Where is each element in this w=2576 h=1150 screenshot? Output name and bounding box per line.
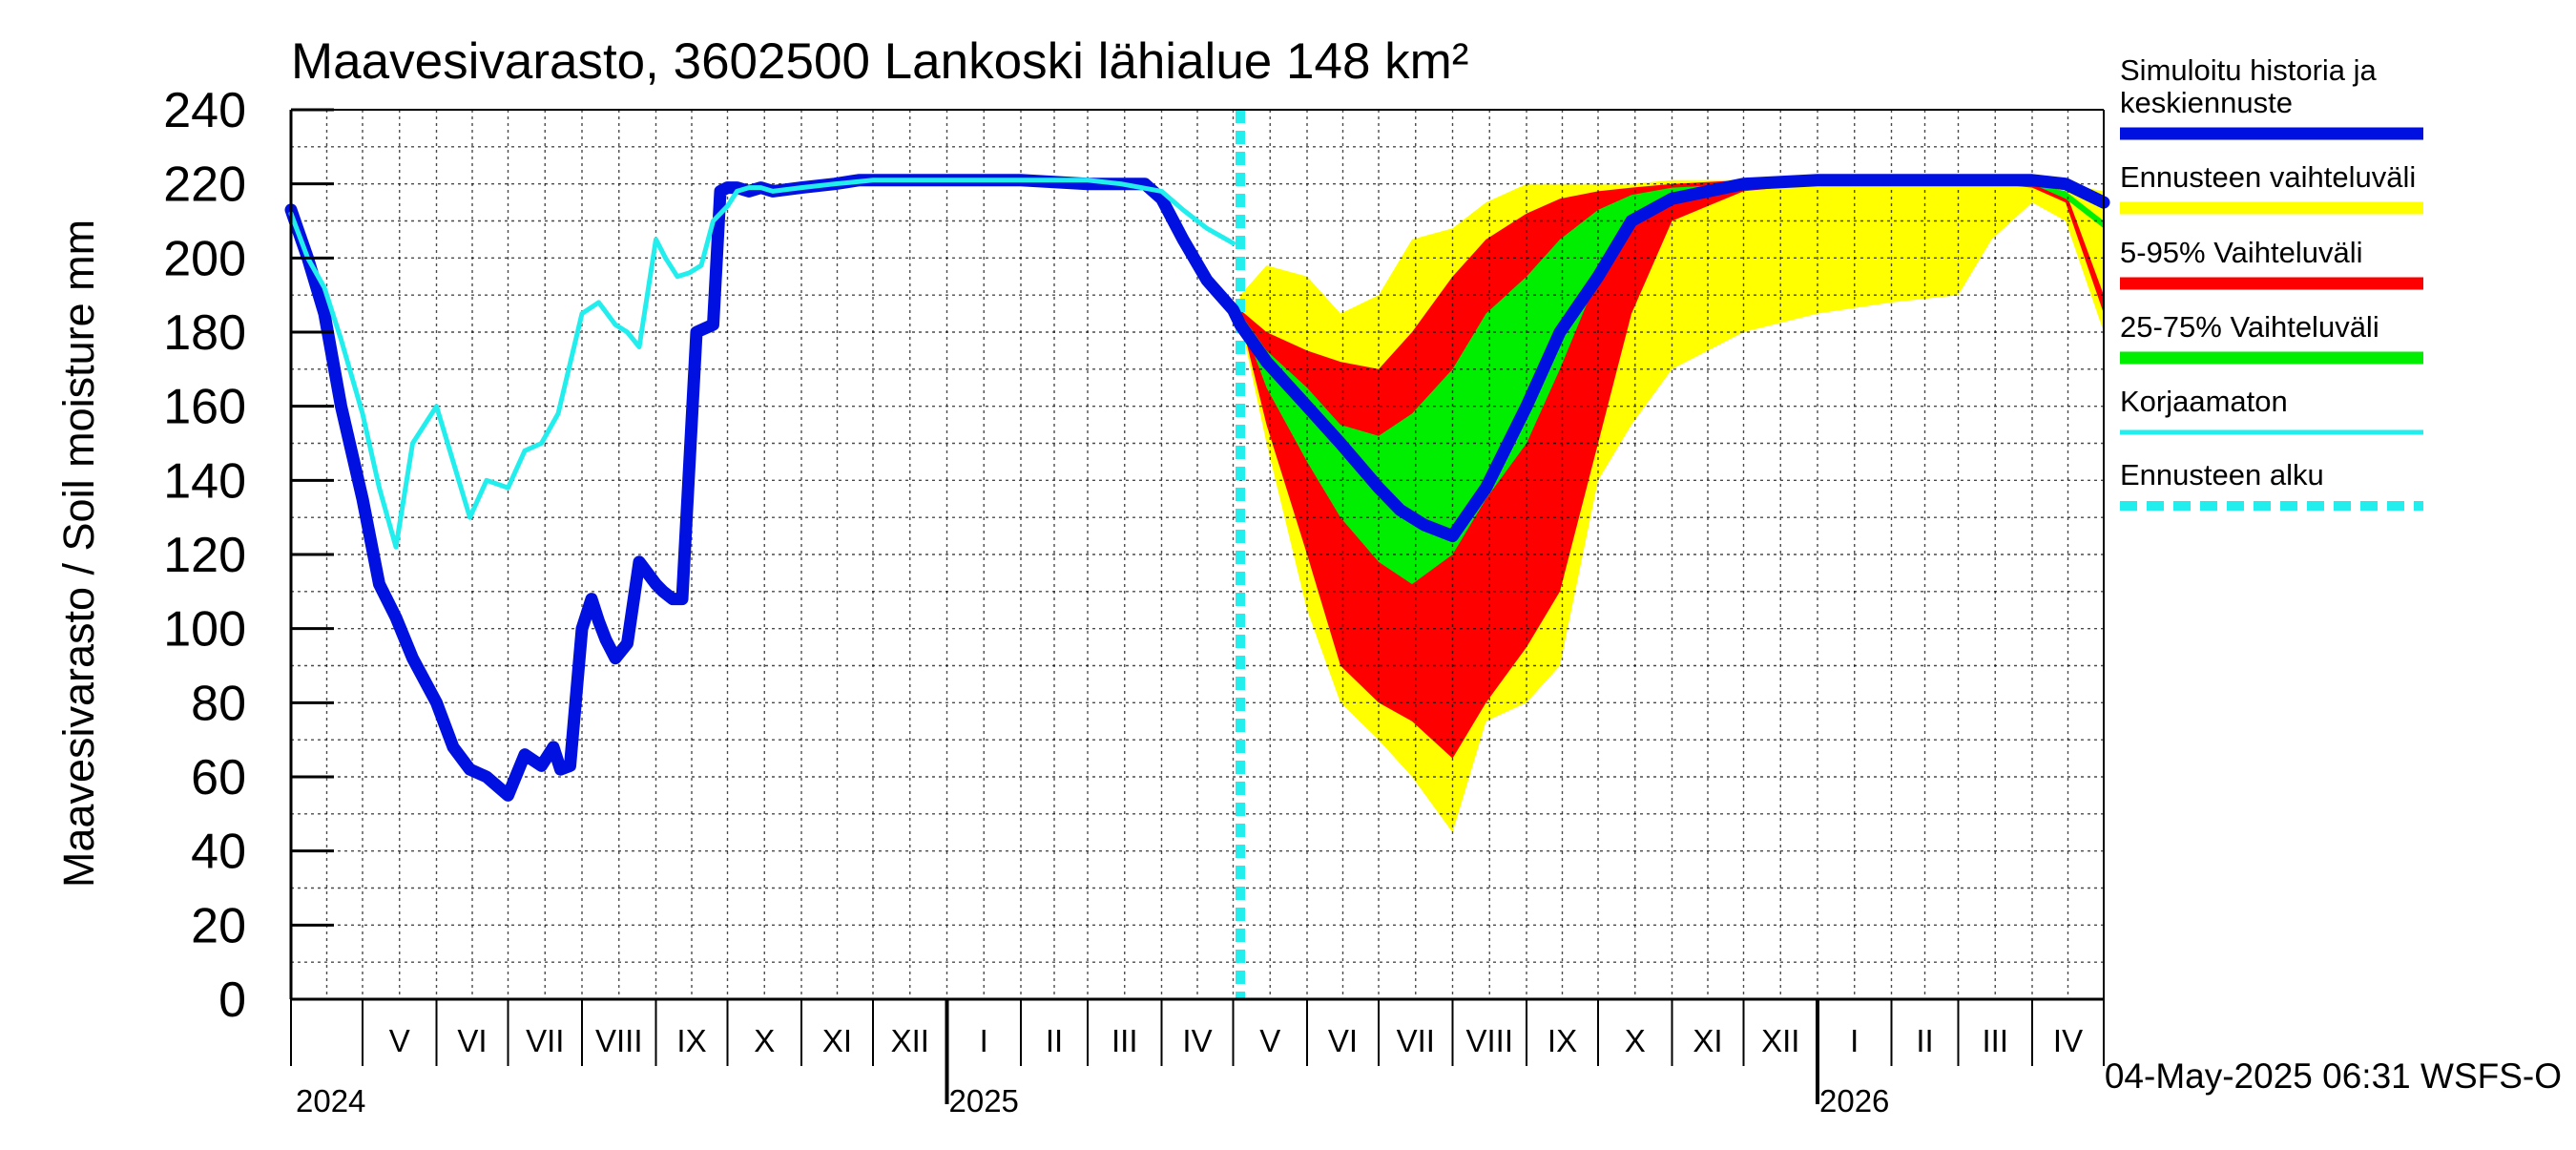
month-label: XII (891, 1023, 929, 1058)
legend-label: Simuloitu historia ja (2120, 53, 2378, 87)
uncorrected-line (288, 178, 1236, 550)
month-label: III (1111, 1023, 1138, 1058)
year-label: 2025 (949, 1083, 1019, 1119)
y-tick-label: 20 (191, 898, 246, 953)
month-label: IV (2053, 1023, 2083, 1058)
year-label: 2026 (1819, 1083, 1889, 1119)
month-label: XI (822, 1023, 852, 1058)
lines-layer (284, 174, 2110, 802)
month-label: X (1625, 1023, 1646, 1058)
legend-label: Ennusteen alku (2120, 458, 2324, 491)
y-axis-label: Maavesivarasto / Soil moisture mm (54, 220, 103, 888)
month-label: II (1046, 1023, 1063, 1058)
y-tick-label: 200 (163, 231, 246, 286)
month-label: XII (1761, 1023, 1799, 1058)
month-label: VIII (1465, 1023, 1513, 1058)
y-tick-label: 0 (218, 972, 246, 1028)
y-tick-label: 180 (163, 305, 246, 361)
month-label: V (1259, 1023, 1280, 1058)
y-tick-label: 120 (163, 528, 246, 583)
legend-label: 25-75% Vaihteluväli (2120, 310, 2379, 344)
month-label: I (1850, 1023, 1859, 1058)
month-label: IV (1182, 1023, 1212, 1058)
month-label: V (389, 1023, 410, 1058)
band-3 (1240, 179, 2104, 585)
month-label: II (1916, 1023, 1933, 1058)
grid-layer (291, 110, 2104, 999)
legend-label: 5-95% Vaihteluväli (2120, 236, 2362, 269)
month-label: X (754, 1023, 775, 1058)
y-tick-label: 160 (163, 380, 246, 435)
legend-label: Korjaamaton (2120, 385, 2288, 418)
month-label: III (1982, 1023, 2008, 1058)
month-label: IX (1548, 1023, 1577, 1058)
legend-label: keskiennuste (2120, 86, 2293, 119)
y-tick-label: 140 (163, 453, 246, 509)
month-label: I (980, 1023, 988, 1058)
y-tick-label: 60 (191, 750, 246, 805)
month-label: IX (676, 1023, 706, 1058)
month-label: VII (1397, 1023, 1435, 1058)
y-tick-label: 80 (191, 676, 246, 731)
month-label: VII (526, 1023, 564, 1058)
y-tick-label: 40 (191, 825, 246, 880)
y-tick-label: 240 (163, 83, 246, 138)
month-label: VI (457, 1023, 487, 1058)
timestamp: 04-May-2025 06:31 WSFS-O (2105, 1056, 2562, 1096)
month-label: VI (1328, 1023, 1358, 1058)
month-label: VIII (595, 1023, 643, 1058)
y-tick-label: 100 (163, 602, 246, 658)
band-2 (1240, 179, 2104, 759)
chart-title: Maavesivarasto, 3602500 Lankoski lähialu… (291, 33, 1468, 90)
y-tick-label: 220 (163, 157, 246, 213)
year-label: 2024 (296, 1083, 365, 1119)
bands-layer (1240, 179, 2104, 833)
legend-label: Ennusteen vaihteluväli (2120, 160, 2416, 194)
month-label: XI (1693, 1023, 1722, 1058)
